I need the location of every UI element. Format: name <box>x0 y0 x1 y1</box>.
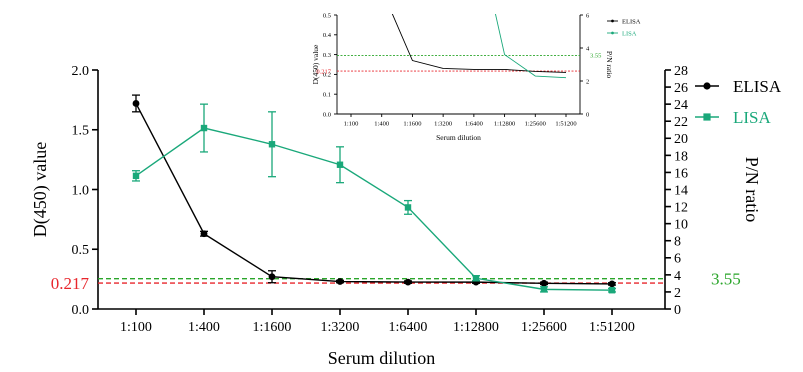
inset-x-tick-label: 1:400 <box>374 121 389 128</box>
main-right-tick-label: 16 <box>674 166 688 181</box>
inset-right-tick-label: 0 <box>586 111 589 118</box>
main-point-elisa <box>404 278 412 286</box>
main-x-tick-label: 1:12800 <box>453 320 499 335</box>
main-x-axis-title: Serum dilution <box>328 348 436 368</box>
main-point-lisa <box>540 286 548 293</box>
main-left-tick-label: 0.0 <box>72 303 90 318</box>
main-right-tick-label: 28 <box>674 64 688 79</box>
inset-x-tick-label: 1:3200 <box>434 121 452 128</box>
inset-legend-label-elisa: ELISA <box>622 18 641 25</box>
inset-left-tick-label: 0.0 <box>323 111 331 118</box>
main-point-elisa <box>336 278 344 285</box>
inset-left-axis-title: D(450) value <box>311 44 320 84</box>
main-right-tick-label: 10 <box>674 218 688 233</box>
main-point-lisa <box>404 204 412 211</box>
inset-left-tick-label: 0.4 <box>323 32 332 39</box>
main-point-elisa <box>268 273 276 281</box>
main-series-group <box>132 94 616 294</box>
main-right-tick-label: 22 <box>674 115 688 130</box>
main-point-lisa <box>608 287 616 294</box>
inset-x-tick-label: 1:25600 <box>525 121 546 128</box>
inset-right-axis-title: P/N ratio <box>605 51 614 79</box>
inset-legend-marker-elisa <box>611 19 614 23</box>
inset-plot: 0.0 0.1 0.2 0.3 0.4 0.5 0 2 4 6 1:100 1:400 1:1600 1:… <box>311 12 641 142</box>
main-legend-marker-elisa <box>703 82 711 90</box>
inset-series-line-lisa <box>495 14 567 79</box>
main-cutoff-label-right: 3.55 <box>711 270 741 289</box>
main-right-tick-label: 26 <box>674 81 688 96</box>
main-right-tick-label: 14 <box>674 183 688 198</box>
main-point-lisa <box>132 172 140 180</box>
main-right-tick-label: 18 <box>674 149 688 164</box>
inset-left-tick-label: 0.3 <box>323 52 331 59</box>
main-right-tick-label: 6 <box>674 252 681 267</box>
main-left-tick-label: 1.0 <box>72 183 90 198</box>
inset-series-group <box>391 14 567 79</box>
inset-legend-marker-lisa <box>611 31 614 35</box>
inset-x-tick-label: 1:100 <box>344 121 359 128</box>
main-left-tick-label: 1.5 <box>72 124 90 139</box>
main-right-tick-label: 24 <box>674 98 688 113</box>
main-point-elisa <box>132 100 140 107</box>
inset-right-tick-label: 2 <box>586 78 589 85</box>
main-right-tick-label: 12 <box>674 200 688 215</box>
main-legend-marker-lisa <box>703 113 711 121</box>
main-right-axis-title: P/N ratio <box>742 157 762 223</box>
main-right-tick-label: 0 <box>674 303 681 318</box>
main-point-elisa <box>540 279 548 287</box>
main-left-axis-title: D(450) value <box>30 142 51 237</box>
main-x-tick-label: 1:100 <box>120 320 152 335</box>
main-right-tick-label: 4 <box>674 269 681 284</box>
main-series-line-elisa <box>135 103 613 285</box>
main-point-lisa <box>268 141 276 148</box>
inset-left-tick-label: 0.5 <box>323 12 331 19</box>
inset-left-tick-label: 0.2 <box>323 72 331 79</box>
inset-x-tick-label: 1:51200 <box>555 121 576 128</box>
main-x-tick-label: 1:51200 <box>589 320 635 335</box>
main-plot: 0.00.51.01.52.00246810121416182022242628… <box>30 64 782 368</box>
main-cutoff-label-left: 0.217 <box>51 274 90 293</box>
inset-right-tick-label: 6 <box>586 12 590 19</box>
main-point-elisa <box>200 230 208 238</box>
main-x-tick-label: 1:3200 <box>321 320 360 335</box>
main-left-tick-label: 2.0 <box>72 64 90 79</box>
main-point-lisa <box>472 275 480 282</box>
main-right-tick-label: 20 <box>674 132 688 147</box>
inset-legend-label-lisa: LISA <box>622 30 637 37</box>
inset-cutoff-label-left: 0.217 <box>316 68 331 75</box>
inset-x-axis-title: Serum dilution <box>436 133 481 142</box>
inset-x-tick-label: 1:6400 <box>465 121 483 128</box>
inset-x-tick-label: 1:12800 <box>494 121 515 128</box>
main-left-tick-label: 0.5 <box>72 243 90 258</box>
inset-series-line-elisa <box>391 14 567 73</box>
inset-x-tick-label: 1:1600 <box>403 121 421 128</box>
main-x-tick-label: 1:25600 <box>521 320 567 335</box>
inset-cutoff-label-right: 3.55 <box>590 53 601 60</box>
inset-right-tick-label: 4 <box>586 45 590 52</box>
inset-left-tick-label: 0.1 <box>323 91 331 98</box>
main-point-elisa <box>608 280 616 288</box>
main-point-lisa <box>336 161 344 168</box>
main-right-tick-label: 8 <box>674 235 681 250</box>
main-legend-label-elisa: ELISA <box>733 77 782 96</box>
main-series-line-lisa <box>135 127 613 291</box>
main-x-tick-label: 1:1600 <box>253 320 292 335</box>
main-right-tick-label: 2 <box>674 286 681 301</box>
main-x-tick-label: 1:6400 <box>389 320 428 335</box>
main-point-lisa <box>200 124 208 132</box>
main-x-tick-label: 1:400 <box>188 320 220 335</box>
main-legend-label-lisa: LISA <box>733 108 772 127</box>
